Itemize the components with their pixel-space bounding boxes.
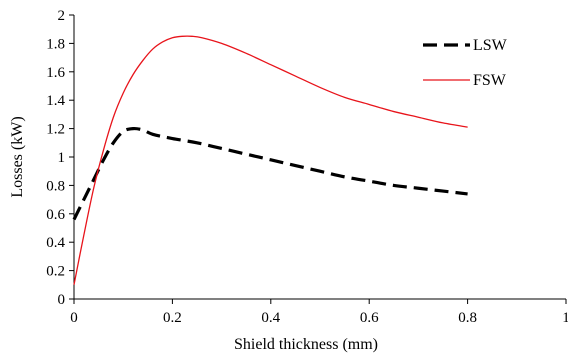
x-tick-label: 0.2	[163, 310, 182, 326]
y-tick-label: 2	[58, 8, 66, 24]
y-tick-label: 0.8	[46, 178, 65, 194]
y-tick-label: 1.6	[46, 65, 65, 81]
axes	[73, 15, 566, 300]
x-tick-label: 1	[562, 310, 568, 326]
y-tick-label: 1.2	[46, 122, 65, 138]
x-axis-title: Shield thickness (mm)	[234, 336, 378, 353]
y-tick-label: 0.2	[46, 264, 65, 280]
y-axis-ticks: 0 0.2 0.4 0.6 0.8 1 1.2 1.4 1.6 1.8 2	[46, 8, 74, 308]
x-tick-label: 0.6	[360, 310, 379, 326]
series-line-fsw	[73, 35, 468, 285]
x-tick-label: 0.8	[458, 310, 477, 326]
y-tick-label: 0.6	[46, 207, 65, 223]
x-tick-label: 0	[70, 310, 78, 326]
y-tick-label: 0	[58, 292, 66, 308]
x-tick-label: 0.4	[261, 310, 280, 326]
y-tick-label: 0.4	[46, 235, 65, 251]
legend: LSW FSW	[423, 37, 508, 89]
series-line-lsw	[72, 126, 468, 221]
legend-label-lsw: LSW	[473, 37, 508, 54]
y-axis-title: Losses (kW)	[9, 116, 26, 197]
x-axis-ticks: 0 0.2 0.4 0.6 0.8 1	[70, 299, 568, 326]
series-group	[72, 35, 468, 285]
y-tick-label: 1.8	[46, 36, 65, 52]
y-tick-label: 1	[58, 150, 66, 166]
y-tick-label: 1.4	[46, 93, 65, 109]
legend-label-fsw: FSW	[473, 72, 507, 89]
